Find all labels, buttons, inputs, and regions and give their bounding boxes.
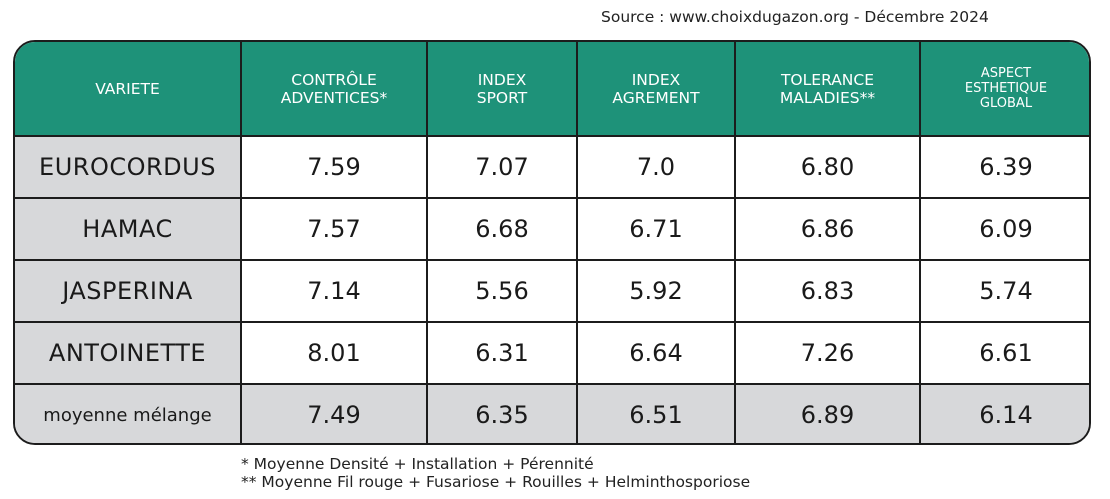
score-cell: 6.39 <box>919 135 1089 199</box>
score-cell: 6.61 <box>919 321 1089 385</box>
column-header-1: CONTRÔLE ADVENTICES* <box>240 42 428 137</box>
score-cell: 7.49 <box>240 383 428 443</box>
column-header-2: INDEX SPORT <box>426 42 578 137</box>
table-body: EUROCORDUS 7.59 7.07 7.0 6.80 6.39 HAMAC 7.57 6.… <box>15 135 1089 443</box>
score-cell: 6.89 <box>734 383 921 443</box>
score-cell: 6.86 <box>734 197 921 261</box>
score-cell: 7.57 <box>240 197 428 261</box>
column-header-3-line-0: INDEX <box>631 70 681 89</box>
footnote-1: * Moyenne Densité + Installation + Péren… <box>241 455 594 473</box>
score-cell: 7.59 <box>240 135 428 199</box>
score-cell: 6.71 <box>576 197 736 261</box>
score-cell: 6.14 <box>919 383 1089 443</box>
source-caption: Source : www.choixdugazon.org - Décembre… <box>601 8 989 26</box>
column-header-0-line-0: VARIETE <box>95 79 160 98</box>
score-cell: 8.01 <box>240 321 428 385</box>
table-row: HAMAC 7.57 6.68 6.71 6.86 6.09 <box>15 197 1089 261</box>
variety-name: ANTOINETTE <box>15 321 242 385</box>
score-cell: 6.64 <box>576 321 736 385</box>
column-header-1-line-0: CONTRÔLE <box>291 70 377 89</box>
score-cell: 7.0 <box>576 135 736 199</box>
variety-name: EUROCORDUS <box>15 135 242 199</box>
table-row: ANTOINETTE 8.01 6.31 6.64 7.26 6.61 <box>15 321 1089 385</box>
column-header-1-line-1: ADVENTICES* <box>280 88 388 107</box>
score-cell: 7.07 <box>426 135 578 199</box>
column-header-4-line-1: MALADIES** <box>779 88 876 107</box>
header-row: VARIETE CONTRÔLE ADVENTICES* INDEX SPORT INDE… <box>15 42 1089 137</box>
score-cell: 6.31 <box>426 321 578 385</box>
score-cell: 5.92 <box>576 259 736 323</box>
table-row: moyenne mélange 7.49 6.35 6.51 6.89 6.14 <box>15 383 1089 443</box>
score-cell: 6.83 <box>734 259 921 323</box>
score-cell: 7.14 <box>240 259 428 323</box>
score-cell: 6.35 <box>426 383 578 443</box>
score-cell: 5.56 <box>426 259 578 323</box>
score-cell: 5.74 <box>919 259 1089 323</box>
score-cell: 6.68 <box>426 197 578 261</box>
column-header-4: TOLERANCE MALADIES** <box>734 42 921 137</box>
variety-name: HAMAC <box>15 197 242 261</box>
variety-name: JASPERINA <box>15 259 242 323</box>
score-cell: 7.26 <box>734 321 921 385</box>
column-header-4-line-0: TOLERANCE <box>780 70 875 89</box>
footnote-2: ** Moyenne Fil rouge + Fusariose + Rouil… <box>241 473 751 491</box>
table-row: EUROCORDUS 7.59 7.07 7.0 6.80 6.39 <box>15 135 1089 199</box>
score-cell: 6.51 <box>576 383 736 443</box>
column-header-3-line-1: AGREMENT <box>612 88 700 107</box>
column-header-5-line-1: ESTHETIQUE <box>964 81 1048 96</box>
column-header-0: VARIETE <box>15 42 242 137</box>
column-header-5-line-0: ASPECT <box>980 66 1032 81</box>
column-header-2-line-0: INDEX <box>477 70 527 89</box>
results-table-frame: VARIETE CONTRÔLE ADVENTICES* INDEX SPORT INDE… <box>13 40 1091 445</box>
table-row: JASPERINA 7.14 5.56 5.92 6.83 5.74 <box>15 259 1089 323</box>
results-table: VARIETE CONTRÔLE ADVENTICES* INDEX SPORT INDE… <box>15 42 1089 443</box>
score-cell: 6.09 <box>919 197 1089 261</box>
column-header-5: ASPECT ESTHETIQUE GLOBAL <box>919 42 1089 137</box>
column-header-5-line-2: GLOBAL <box>979 96 1033 111</box>
column-header-2-line-1: SPORT <box>476 88 528 107</box>
column-header-3: INDEX AGREMENT <box>576 42 736 137</box>
variety-name: moyenne mélange <box>15 383 242 443</box>
score-cell: 6.80 <box>734 135 921 199</box>
